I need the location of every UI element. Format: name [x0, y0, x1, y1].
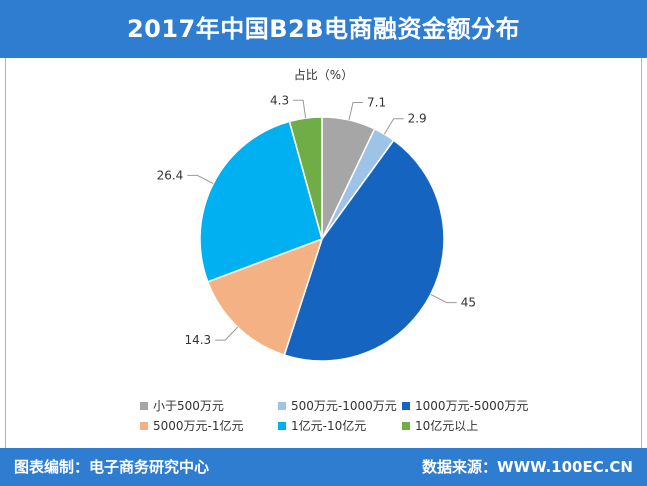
legend-item: 5000万元-1亿元: [140, 417, 244, 434]
slice-value-label: 45: [461, 296, 476, 310]
leader-line: [215, 326, 239, 341]
legend-swatch: [402, 401, 410, 410]
legend-item: 小于500万元: [140, 397, 224, 414]
leader-line: [348, 102, 363, 121]
legend-label: 1亿元-10亿元: [291, 419, 367, 433]
legend-item: 1000万元-5000万元: [402, 397, 528, 414]
slice-value-label: 4.3: [270, 93, 289, 107]
legend-swatch: [278, 421, 286, 430]
legend-swatch: [140, 401, 148, 410]
plot-area: [5, 58, 642, 448]
legend-swatch: [402, 421, 410, 430]
footer-compiler: 图表编制：电子商务研究中心: [14, 458, 210, 476]
legend-label: 1000万元-5000万元: [415, 399, 529, 413]
pie-slice: [283, 139, 445, 362]
legend-label: 5000万元-1亿元: [153, 419, 244, 433]
footer-source: 数据来源：WWW.100EC.CN: [422, 458, 633, 476]
chart-title: 2017年中国B2B电商融资金额分布: [0, 0, 647, 58]
legend-item: 10亿元以上: [402, 417, 478, 434]
legend-item: 1亿元-10亿元: [278, 417, 366, 434]
legend-item: 500万元-1000万元: [278, 397, 397, 414]
slice-value-label: 26.4: [157, 168, 184, 182]
legend-label: 小于500万元: [153, 399, 224, 413]
slice-value-label: 14.3: [184, 333, 211, 347]
legend-label: 500万元-1000万元: [291, 399, 397, 413]
pie-slice: [288, 116, 323, 240]
pie-slice: [199, 120, 323, 283]
slice-value-label: 2.9: [408, 112, 427, 126]
legend-swatch: [278, 401, 286, 410]
leader-line: [293, 99, 307, 119]
legend-swatch: [140, 421, 148, 430]
leader-line: [383, 118, 404, 135]
footer-bar: 图表编制：电子商务研究中心 数据来源：WWW.100EC.CN: [0, 448, 647, 486]
slice-value-label: 7.1: [367, 96, 386, 110]
unit-label: 占比（%）: [293, 68, 354, 82]
leader-line: [430, 293, 457, 304]
legend-label: 10亿元以上: [415, 419, 479, 433]
leader-line: [187, 174, 214, 185]
